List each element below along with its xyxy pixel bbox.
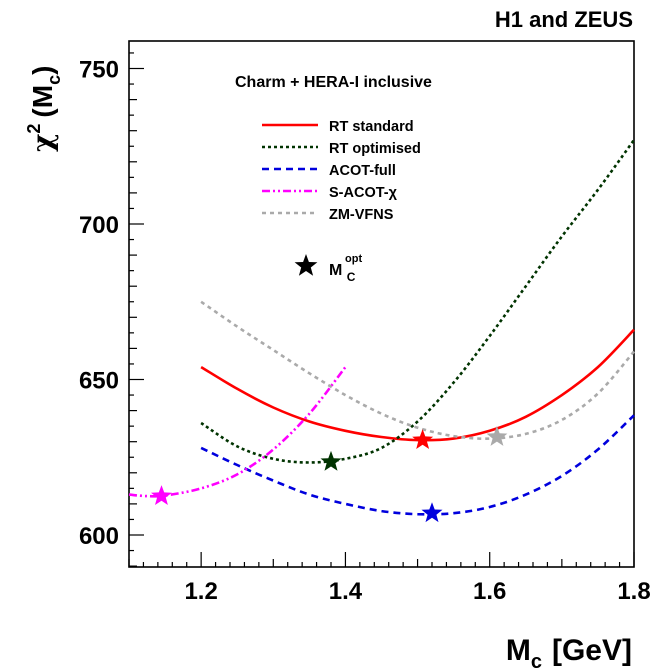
y-axis-label-close: ) — [27, 66, 58, 75]
legend-label: RT optimised — [329, 141, 421, 157]
legend: RT standard RT optimised ACOT-full S-ACOT-χ… — [262, 119, 421, 223]
x-axis-ticks — [128, 552, 635, 567]
y-axis-ticks — [129, 52, 144, 567]
legend-label: S-ACOT-χ — [329, 185, 398, 201]
y-tick-label: 700 — [79, 212, 119, 239]
series-line — [128, 366, 347, 498]
legend-entry-optimum: M C opt — [294, 253, 362, 284]
x-tick-label: 1.8 — [617, 578, 650, 605]
legend-optimum-main: M — [329, 262, 342, 279]
y-axis-label: χ2 (Mc) — [24, 66, 64, 152]
y-axis-label-chi: χ — [26, 134, 59, 152]
x-axis-label: Mc [GeV] — [506, 634, 632, 670]
legend-optimum-label: M C — [329, 262, 356, 284]
minimum-star — [151, 485, 172, 505]
legend-label: RT standard — [329, 119, 414, 135]
minimum-star — [486, 426, 508, 446]
minimum-star — [320, 450, 342, 471]
series-line — [200, 300, 635, 440]
y-axis-label-arg: (M — [27, 85, 58, 118]
y-tick-label: 600 — [79, 523, 119, 550]
chart-subtitle: Charm + HERA-I inclusive — [235, 74, 432, 91]
x-axis-tick-labels: 1.2 1.4 1.6 1.8 — [184, 578, 650, 605]
x-axis-label-sub: c — [531, 651, 542, 670]
x-tick-label: 1.6 — [473, 578, 506, 605]
legend-optimum-sub: C — [347, 270, 356, 284]
minimum-star — [412, 429, 434, 449]
legend-label: ACOT-full — [329, 163, 396, 179]
plot-frame — [128, 40, 635, 568]
x-axis-label-main: M — [506, 634, 531, 667]
x-tick-label: 1.2 — [184, 578, 217, 605]
y-axis-label-sub: c — [44, 75, 64, 85]
series-line — [200, 414, 635, 516]
x-axis-label-unit: [GeV] — [552, 634, 632, 667]
series-line — [200, 328, 635, 442]
y-tick-label: 650 — [79, 368, 119, 395]
y-axis-label-sup: 2 — [24, 124, 44, 134]
legend-label: ZM-VFNS — [329, 207, 394, 223]
y-axis-tick-labels: 600 650 700 750 — [79, 57, 119, 551]
x-tick-label: 1.4 — [329, 578, 363, 605]
series-line — [200, 139, 636, 464]
chart-title: H1 and ZEUS — [495, 7, 633, 32]
minimum-star — [421, 502, 443, 523]
y-tick-label: 750 — [79, 57, 119, 84]
legend-star-icon — [294, 254, 318, 276]
legend-optimum-sup: opt — [345, 253, 362, 265]
minimum-markers — [151, 426, 508, 523]
